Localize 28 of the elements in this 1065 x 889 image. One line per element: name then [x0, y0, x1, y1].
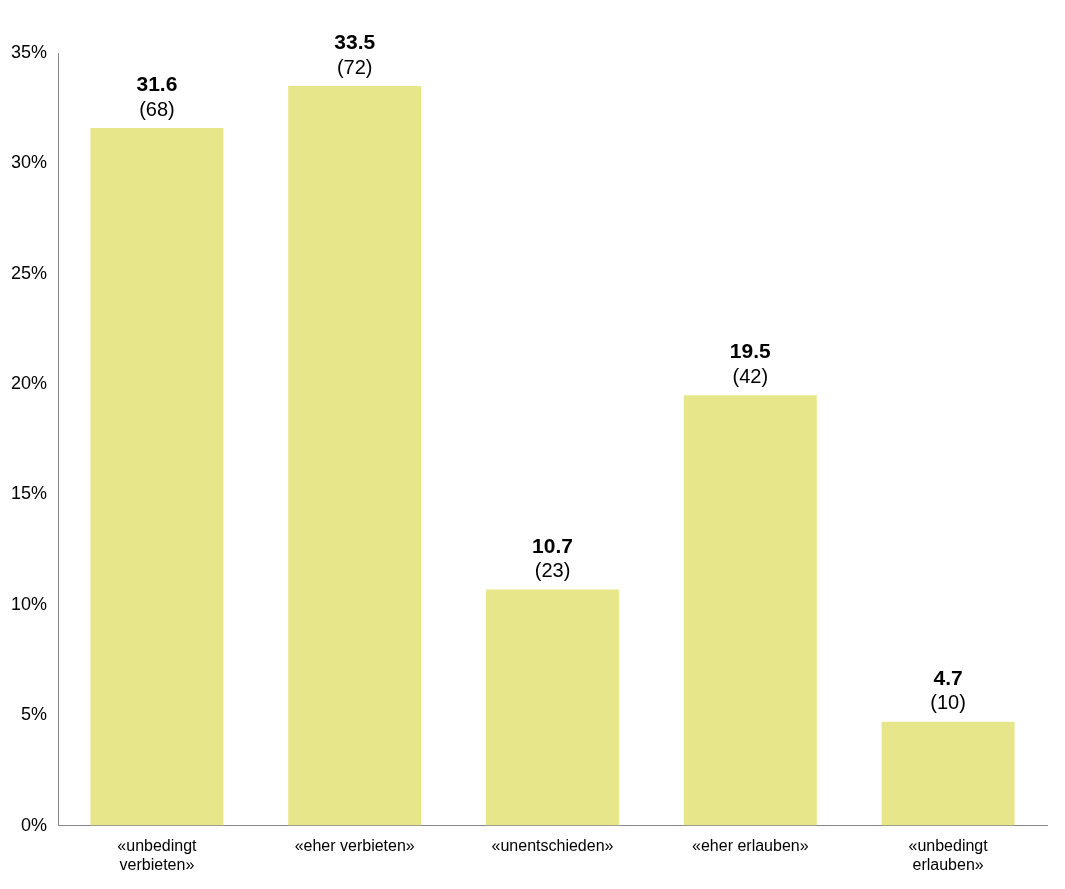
annotation: (42) — [732, 364, 769, 387]
bar — [90, 128, 224, 826]
data-label: 33.5 — [334, 30, 376, 54]
data-label: 19.5 — [729, 339, 772, 363]
y-tick-label: 30% — [11, 152, 48, 173]
y-tick-label: 10% — [11, 593, 48, 614]
bar — [881, 721, 1015, 826]
data-label: 4.7 — [933, 666, 963, 690]
annotation: (10) — [930, 691, 966, 714]
data-label: 31.6 — [136, 72, 178, 96]
data-label: 10.7 — [532, 533, 573, 557]
y-tick-label: 0% — [21, 814, 48, 835]
annotation: (23) — [534, 558, 571, 581]
x-tick-label: «unbedingt erlauben» — [908, 836, 989, 873]
y-tick-label: 25% — [11, 262, 48, 283]
x-tick-label: «unentschieden» — [491, 836, 614, 854]
x-tick-label: «eher erlauben» — [692, 836, 809, 854]
bar — [683, 395, 817, 826]
y-tick-label: 15% — [11, 483, 48, 504]
bar — [486, 589, 620, 826]
x-tick-label: «eher verbieten» — [294, 836, 415, 854]
annotation: (72) — [336, 55, 373, 78]
y-tick-label: 20% — [11, 373, 48, 394]
annotation: (68) — [139, 97, 175, 120]
x-tick-label: «unbedingt verbieten» — [117, 836, 198, 873]
y-tick-label: 5% — [21, 704, 48, 725]
y-tick-label: 35% — [11, 41, 48, 62]
bar — [288, 86, 422, 826]
